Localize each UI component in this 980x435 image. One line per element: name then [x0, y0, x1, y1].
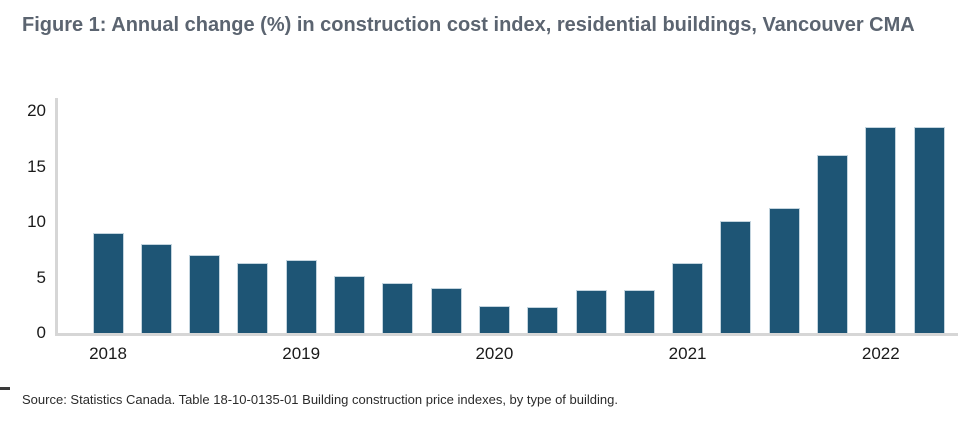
bar-2021-q3	[768, 207, 800, 333]
chart-title: Figure 1: Annual change (%) in construct…	[22, 14, 915, 36]
bar-2018-q3	[189, 255, 221, 333]
bar-2018-q2	[140, 244, 172, 333]
year-label-2019: 2019	[282, 344, 321, 363]
year-label-2021: 2021	[668, 344, 707, 363]
bar-2020-q1	[478, 306, 510, 333]
y-tick-label: 0	[36, 323, 46, 342]
bar-2021-q1	[672, 263, 704, 333]
bar-2022-q2	[913, 126, 945, 333]
bar-2019-q3	[382, 283, 414, 333]
source-note: Source: Statistics Canada. Table 18-10-0…	[22, 392, 618, 407]
bar-2019-q2	[334, 276, 365, 333]
bar-2020-q3	[575, 289, 607, 333]
year-label-2022: 2022	[861, 344, 900, 363]
bar-2020-q4	[623, 289, 655, 333]
bar-2019-q1	[285, 259, 317, 333]
bar-2022-q1	[865, 126, 897, 333]
year-label-2020: 2020	[475, 344, 514, 363]
year-label-2018: 2018	[89, 344, 127, 363]
y-tick-label: 15	[27, 156, 46, 176]
bar-2021-q4	[817, 155, 848, 333]
x-axis-year-labels: 2018 2019 2020 2021 2022	[58, 344, 958, 368]
bar-2021-q2	[720, 220, 752, 333]
y-tick-label: 20	[27, 101, 46, 120]
y-axis-tick-labels: 0 5 10 15 20	[0, 98, 46, 342]
plot-area	[55, 98, 958, 336]
y-tick-label: 5	[36, 267, 46, 287]
divider-fragment	[0, 387, 10, 390]
bar-2020-q2	[527, 307, 559, 333]
y-tick-label: 10	[27, 212, 46, 231]
bar-2018-q4	[237, 263, 269, 333]
bar-2019-q4	[430, 287, 462, 333]
bar-2018-q1	[92, 233, 124, 333]
